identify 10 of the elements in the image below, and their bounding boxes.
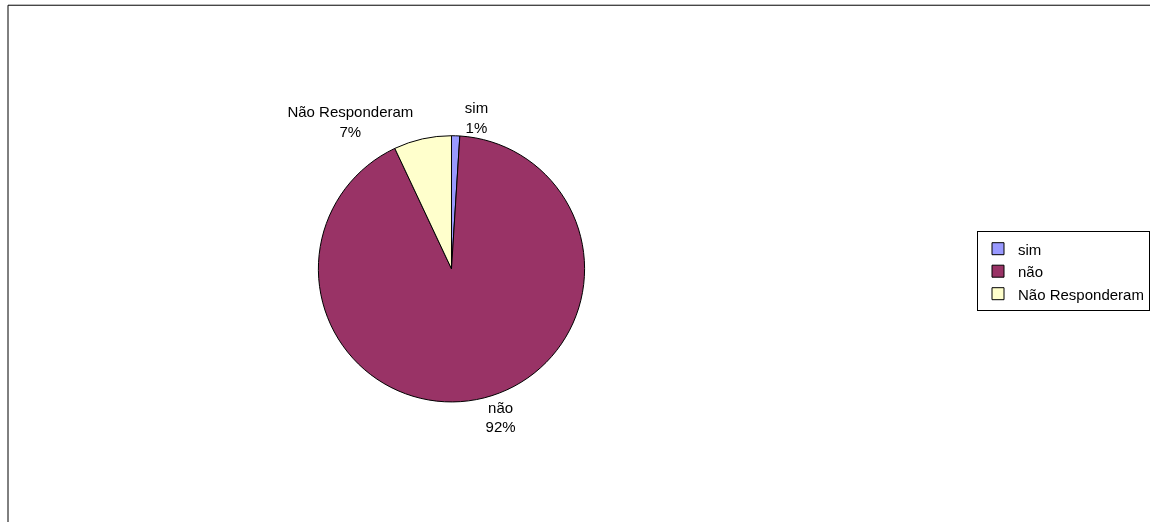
- slice-label: Não Responderam: [287, 103, 414, 121]
- data-label: 92%: [485, 418, 516, 436]
- legend-label: não: [1018, 263, 1044, 281]
- slice-label: sim: [464, 99, 489, 117]
- pie-slice: [317, 135, 586, 403]
- legend-label: Não Responderam: [1018, 285, 1144, 303]
- data-label: 7%: [339, 122, 362, 140]
- legend-label: sim: [1018, 240, 1042, 258]
- data-label: 1%: [465, 118, 488, 136]
- slice-label: não: [488, 398, 514, 416]
